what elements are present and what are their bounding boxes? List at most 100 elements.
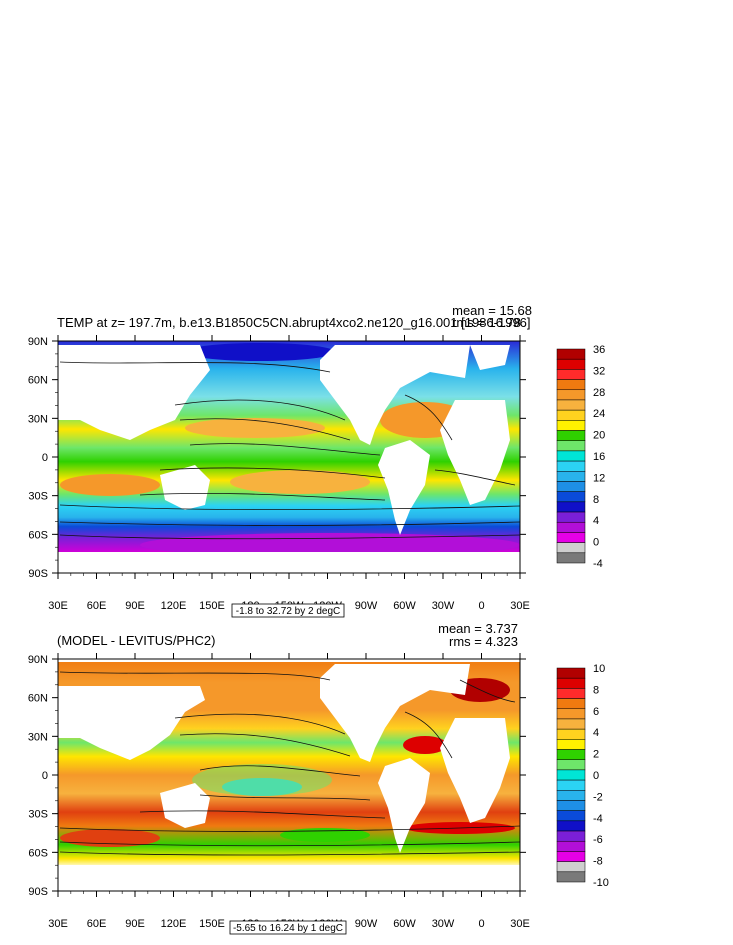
panel-2-land-north-america — [320, 664, 470, 762]
colorbar-swatch — [556, 769, 586, 781]
panel-1-land-north-america — [320, 345, 470, 445]
colorbar-swatch — [556, 389, 586, 401]
panel-2-green-band-pacific — [192, 764, 332, 796]
colorbar-label: 32 — [593, 365, 605, 377]
panel-1-title: TEMP at z= 197.7m, b.e13.B1850C5CN.abrup… — [57, 315, 531, 330]
panel-2-hot-spot-gulf — [403, 736, 447, 754]
panel-1-warm-pool-indian — [60, 474, 160, 496]
colorbar-swatch — [556, 851, 586, 862]
colorbar-swatch — [556, 688, 586, 699]
x-tick-label: 30E — [510, 600, 530, 612]
colorbar-swatch — [556, 399, 586, 411]
colorbar-swatch — [556, 790, 586, 801]
x-tick-label: 90W — [355, 600, 378, 612]
colorbar-swatch — [556, 481, 586, 492]
panel-2-map — [57, 658, 521, 892]
panel-2-hot-band-southern-west — [60, 829, 160, 847]
colorbar-swatch — [556, 440, 586, 452]
colorbar-swatch — [556, 471, 586, 482]
x-tick-label: 60W — [393, 918, 416, 930]
colorbar-label: -4 — [593, 813, 603, 825]
panel-1-south-cold — [140, 533, 520, 557]
colorbar-label: 28 — [593, 387, 605, 399]
x-tick-label: 30W — [432, 600, 455, 612]
panel-1-map — [57, 340, 521, 574]
colorbar-label: -2 — [593, 791, 603, 803]
panel-2-y-axis: 90N 60N 30N 0 30S 60S 90S — [28, 654, 526, 898]
colorbar-swatch — [556, 800, 586, 811]
colorbar-swatch — [556, 369, 586, 380]
colorbar-swatch — [556, 871, 586, 883]
x-tick-label: 30W — [432, 918, 455, 930]
panel-1-land-eurasia — [58, 345, 210, 440]
panel-1-warm-pool-north-pacific — [185, 418, 325, 438]
panel-2-contour-lines — [59, 671, 521, 856]
panel-2-land-australia — [160, 783, 210, 828]
colorbar-swatch — [556, 820, 586, 832]
colorbar-swatch — [556, 728, 586, 740]
panel-1-land-antarctica — [58, 552, 520, 573]
panel-1-rms: rms = 16.78 — [452, 315, 521, 330]
y-tick-label: 60N — [28, 693, 48, 705]
colorbar-label: 6 — [593, 706, 599, 718]
y-tick-label: 60N — [28, 375, 48, 387]
x-tick-label: 90E — [125, 600, 145, 612]
x-tick-label: 60E — [87, 918, 107, 930]
panel-2-contour-info-frame — [229, 920, 347, 935]
y-tick-label: 30N — [28, 413, 48, 425]
colorbar-label: 24 — [593, 408, 605, 420]
panel-1-mean: mean = 15.68 — [452, 303, 532, 318]
panel-1-colorbar: 36 32 28 24 20 16 12 8 4 0 -4 — [556, 344, 605, 570]
y-tick-label: 30S — [28, 809, 48, 821]
colorbar-swatch — [556, 779, 586, 791]
panel-1-contour-info-frame — [231, 603, 345, 618]
colorbar-swatch — [556, 491, 586, 503]
y-tick-label: 90S — [28, 568, 48, 580]
colorbar-swatch — [556, 379, 586, 391]
panel-temperature: TEMP at z= 197.7m, b.e13.B1850C5CN.abrup… — [28, 303, 605, 618]
y-tick-label: 30S — [28, 491, 48, 503]
y-tick-label: 90S — [28, 886, 48, 898]
colorbar-swatch — [556, 698, 586, 710]
colorbar-label: 20 — [593, 430, 605, 442]
colorbar-swatch — [556, 861, 586, 873]
y-tick-label: 60S — [28, 529, 48, 541]
colorbar-swatch — [556, 759, 586, 771]
x-tick-label: 30E — [48, 600, 68, 612]
colorbar-label: -4 — [593, 558, 603, 570]
panel-2-land-antarctica — [58, 865, 520, 891]
panel-1-warm-pool-south-pacific — [230, 470, 370, 494]
panel-2-mean: mean = 3.737 — [438, 621, 518, 636]
colorbar-swatch — [556, 810, 586, 822]
panel-2-title: (MODEL - LEVITUS/PHC2) — [57, 633, 215, 648]
panel-1-arctic-cold — [185, 343, 335, 361]
panel-2-land-greenland — [58, 659, 520, 662]
colorbar-swatch — [556, 677, 586, 689]
x-tick-label: 150E — [199, 918, 225, 930]
colorbar-swatch — [556, 830, 586, 842]
colorbar-swatch — [556, 840, 586, 852]
panel-1-land-africa — [440, 400, 510, 505]
x-tick-label: 30E — [48, 918, 68, 930]
panel-1-land-greenland — [470, 345, 510, 370]
panel-2-contour-info-box: -5.65 to 16.24 by 1 degC — [229, 920, 347, 935]
x-tick-label: 60W — [393, 600, 416, 612]
colorbar-label: 10 — [593, 663, 605, 675]
colorbar-swatch — [556, 532, 586, 543]
colorbar-label: 36 — [593, 344, 605, 356]
y-tick-label: 30N — [28, 731, 48, 743]
panel-2-colorbar: 10 8 6 4 2 0 -2 -4 -6 -8 -10 — [556, 663, 609, 889]
x-tick-label: 0 — [478, 918, 484, 930]
x-tick-label: 90W — [355, 918, 378, 930]
x-tick-label: 120E — [161, 600, 187, 612]
panel-1-y-axis: 90N 60N 30N 0 30S 60S 90S — [28, 336, 526, 580]
colorbar-swatch — [556, 521, 586, 533]
colorbar-swatch — [556, 667, 586, 679]
colorbar-swatch — [556, 450, 586, 462]
colorbar-label: 4 — [593, 727, 599, 739]
colorbar-label: 0 — [593, 770, 599, 782]
colorbar-swatch — [556, 348, 586, 360]
panel-1-contour-info: -1.8 to 32.72 by 2 degC — [236, 606, 341, 617]
x-tick-label: 30E — [510, 918, 530, 930]
